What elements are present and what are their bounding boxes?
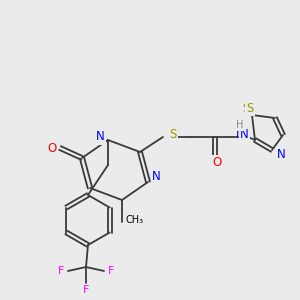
Text: N: N (240, 128, 249, 140)
Text: O: O (47, 142, 57, 154)
Text: N: N (277, 148, 286, 160)
Text: N: N (96, 130, 104, 143)
Text: N: N (277, 148, 286, 160)
Text: O: O (212, 157, 222, 169)
Text: CH₃: CH₃ (125, 215, 143, 225)
Text: F: F (83, 285, 89, 295)
Text: F: F (108, 266, 114, 276)
Text: N: N (152, 170, 161, 184)
Text: S: S (246, 101, 253, 115)
Text: S: S (242, 101, 250, 115)
Text: S: S (169, 128, 176, 140)
Text: O: O (47, 142, 57, 154)
Text: H: H (236, 120, 244, 130)
Text: S: S (169, 128, 176, 140)
Text: N: N (152, 170, 161, 184)
Text: N: N (96, 130, 104, 143)
Text: O: O (212, 157, 222, 169)
Text: N: N (236, 128, 244, 140)
Text: F: F (58, 266, 64, 276)
Text: H: H (236, 120, 244, 130)
